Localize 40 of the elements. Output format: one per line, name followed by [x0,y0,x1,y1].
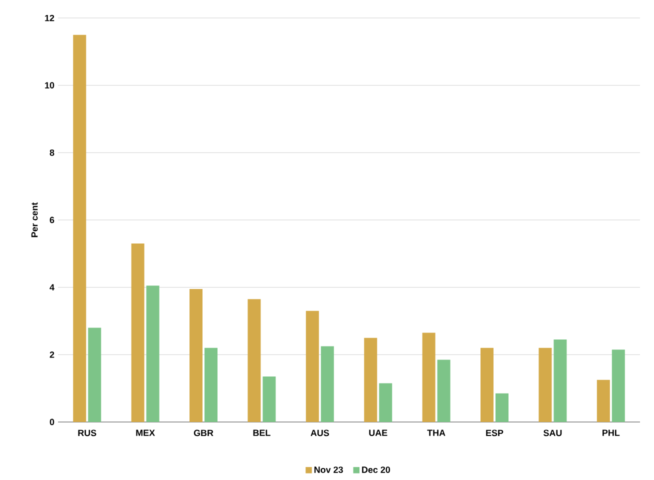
bar [204,348,218,422]
bar [320,346,334,422]
bar [248,299,261,422]
bar [379,383,392,422]
x-tick-label: SAU [544,430,562,436]
bar [306,310,319,422]
y-tick-label: 4 [50,284,54,290]
x-tick-label: AUS [310,430,330,436]
bar [496,393,509,422]
legend-label: Nov 23 [314,466,343,473]
bar [596,380,610,422]
legend-label: Dec 20 [362,466,390,473]
y-tick-label: 6 [50,216,54,224]
bar [538,348,552,422]
bar [262,376,276,422]
y-axis-title: Per cent [31,202,38,238]
bar [437,360,450,422]
x-tick-label: RUS [78,430,96,436]
y-tick-label: 2 [50,352,54,358]
bar [480,348,494,422]
y-tick-label: 12 [45,14,54,22]
y-tick-label: 8 [50,149,54,156]
bar [131,244,144,422]
x-tick-label: THA [427,430,446,436]
x-tick-label: ESP [486,430,504,436]
x-tick-label: GBR [194,430,214,436]
y-tick-label: 10 [45,82,54,88]
x-tick-label: MEX [136,430,155,436]
bar [364,338,378,422]
bar [73,34,86,422]
x-tick-label: PHL [602,430,620,436]
x-tick-label: UAE [369,430,388,436]
bar [88,328,102,422]
y-tick-label: 0 [50,418,54,426]
bar [554,340,567,422]
bar [146,286,160,422]
bar [612,350,625,422]
bar [422,332,436,422]
bar [190,289,203,422]
x-tick-label: BEL [253,430,270,436]
